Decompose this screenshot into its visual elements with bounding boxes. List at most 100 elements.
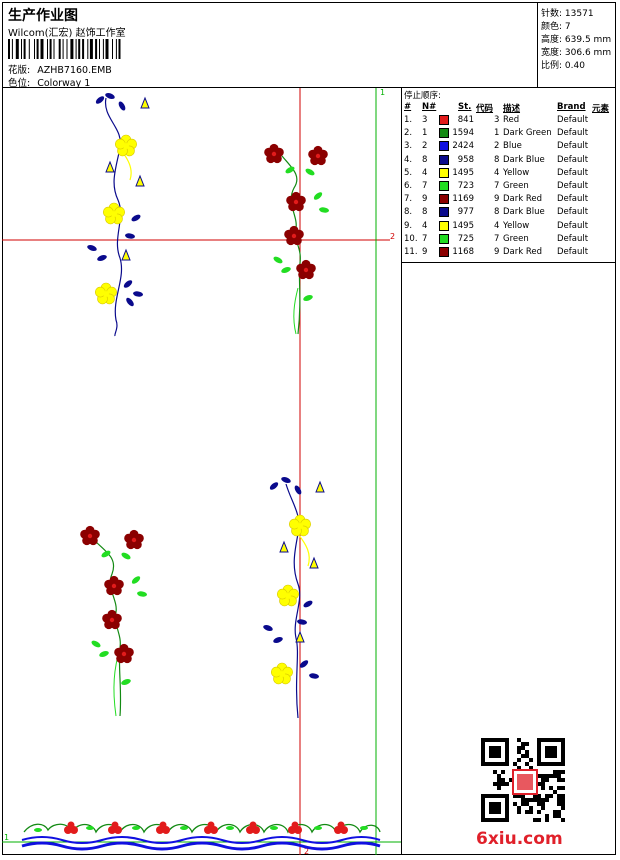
row-code: 3 <box>494 115 500 125</box>
row-stitches: 841 <box>457 115 474 125</box>
row-description: Dark Green <box>503 128 552 139</box>
row-stitches: 1495 <box>452 167 474 178</box>
table-row: 9. 4 1495 4 Yellow Default <box>402 220 616 234</box>
stat-height: 高度: 639.5 mm <box>541 35 612 45</box>
row-code: 4 <box>494 220 500 231</box>
row-index: 1. <box>404 115 413 125</box>
color-swatch <box>439 181 449 191</box>
motif-yellow-vine-top <box>86 91 150 337</box>
row-description: Dark Blue <box>503 154 545 165</box>
row-needle: 8 <box>422 207 428 218</box>
row-description: Yellow <box>503 167 530 178</box>
design-value: AZHB7160.EMB <box>37 65 112 76</box>
motif-red-vine-top <box>264 143 330 335</box>
row-brand: Default <box>557 141 589 152</box>
row-description: Green <box>503 233 529 244</box>
stop-sequence-table: 停止顺序: # N# St. 代码 描述 Brand 元素 1. 3 841 3 Red… <box>402 88 616 263</box>
row-needle: 7 <box>422 181 428 191</box>
table-row: 11. 9 1168 9 Dark Red Default <box>402 247 616 260</box>
motif-red-vine-bottom <box>80 525 148 717</box>
design-artwork: 1 1 2 2 <box>2 88 401 855</box>
stat-scale: 比例: 0.40 <box>541 61 585 71</box>
row-code: 9 <box>494 194 500 205</box>
guide-marker-1-bottom: 1 <box>4 833 9 842</box>
row-code: 4 <box>494 167 500 178</box>
row-needle: 8 <box>422 154 428 165</box>
color-swatch <box>439 154 449 165</box>
color-swatch <box>439 247 449 257</box>
page-title: 生产作业图 <box>8 8 78 24</box>
embroidery-preview: 1 1 2 2 <box>2 88 402 855</box>
row-needle: 3 <box>422 115 428 125</box>
row-brand: Default <box>557 207 589 218</box>
row-stitches: 958 <box>457 154 474 165</box>
row-brand: Default <box>557 233 589 244</box>
color-swatch <box>439 233 449 244</box>
row-index: 2. <box>404 128 413 139</box>
guide-marker-1-top: 1 <box>380 88 385 97</box>
table-row: 7. 9 1169 9 Dark Red Default <box>402 194 616 207</box>
row-needle: 7 <box>422 233 428 244</box>
row-description: Red <box>503 115 520 125</box>
row-needle: 2 <box>422 141 428 152</box>
table-row: 3. 2 2424 2 Blue Default <box>402 141 616 154</box>
table-row: 4. 8 958 8 Dark Blue Default <box>402 154 616 168</box>
col-header-brand: Brand <box>557 102 586 112</box>
table-row: 2. 1 1594 1 Dark Green Default <box>402 128 616 141</box>
table-row: 8. 8 977 8 Dark Blue Default <box>402 207 616 220</box>
row-code: 9 <box>494 247 500 257</box>
col-header-description: 描述 <box>503 104 521 114</box>
row-stitches: 1495 <box>452 220 474 231</box>
stat-colors: 颜色: 7 <box>541 22 571 32</box>
row-description: Dark Red <box>503 194 543 205</box>
row-stitches: 723 <box>457 181 474 191</box>
table-row: 1. 3 841 3 Red Default <box>402 115 616 128</box>
header: 生产作业图 Wilcom(汇宏) 赵饰工作室 花版: AZHB7160.EMB … <box>2 2 538 89</box>
row-stitches: 2424 <box>452 141 474 152</box>
col-header-element: 元素 <box>592 104 610 114</box>
row-needle: 9 <box>422 247 428 257</box>
row-stitches: 725 <box>457 233 474 244</box>
row-code: 2 <box>494 141 500 152</box>
row-index: 8. <box>404 207 413 218</box>
table-row: 10. 7 725 7 Green Default <box>402 233 616 247</box>
qr-code-icon <box>481 738 565 822</box>
row-brand: Default <box>557 115 589 125</box>
page-subtitle: Wilcom(汇宏) 赵饰工作室 <box>8 28 126 39</box>
col-header-index: # <box>404 102 412 112</box>
row-needle: 1 <box>422 128 428 139</box>
color-swatch <box>439 207 449 218</box>
row-index: 5. <box>404 167 413 178</box>
row-code: 8 <box>494 207 500 218</box>
row-description: Yellow <box>503 220 530 231</box>
guide-marker-2-right: 2 <box>390 232 395 241</box>
stat-stitches: 针数: 13571 <box>541 9 594 19</box>
row-index: 6. <box>404 181 413 191</box>
color-swatch <box>439 128 449 139</box>
row-index: 7. <box>404 194 413 205</box>
row-code: 8 <box>494 154 500 165</box>
table-row: 6. 7 723 7 Green Default <box>402 181 616 194</box>
guide-marker-2-bottom: 2 <box>304 847 309 855</box>
row-stitches: 1594 <box>452 128 474 139</box>
row-brand: Default <box>557 194 589 205</box>
row-description: Dark Blue <box>503 207 545 218</box>
design-stats: 针数: 13571 颜色: 7 高度: 639.5 mm 宽度: 306.6 m… <box>538 2 616 88</box>
row-stitches: 1169 <box>452 194 474 205</box>
row-index: 10. <box>404 233 418 244</box>
table-row: 5. 4 1495 4 Yellow Default <box>402 167 616 181</box>
row-code: 7 <box>494 181 500 191</box>
row-stitches: 1168 <box>452 247 474 257</box>
col-header-needle: N# <box>422 102 437 112</box>
color-swatch <box>439 194 449 205</box>
row-stitches: 977 <box>457 207 474 218</box>
color-swatch <box>439 220 449 231</box>
col-header-stitches: St. <box>458 102 472 112</box>
row-brand: Default <box>557 167 589 178</box>
stop-sequence-title: 停止顺序: <box>404 91 441 101</box>
row-description: Blue <box>503 141 522 152</box>
row-description: Green <box>503 181 529 191</box>
row-description: Dark Red <box>503 247 543 257</box>
colorway-value: Colorway 1 <box>37 78 91 89</box>
row-brand: Default <box>557 154 589 165</box>
